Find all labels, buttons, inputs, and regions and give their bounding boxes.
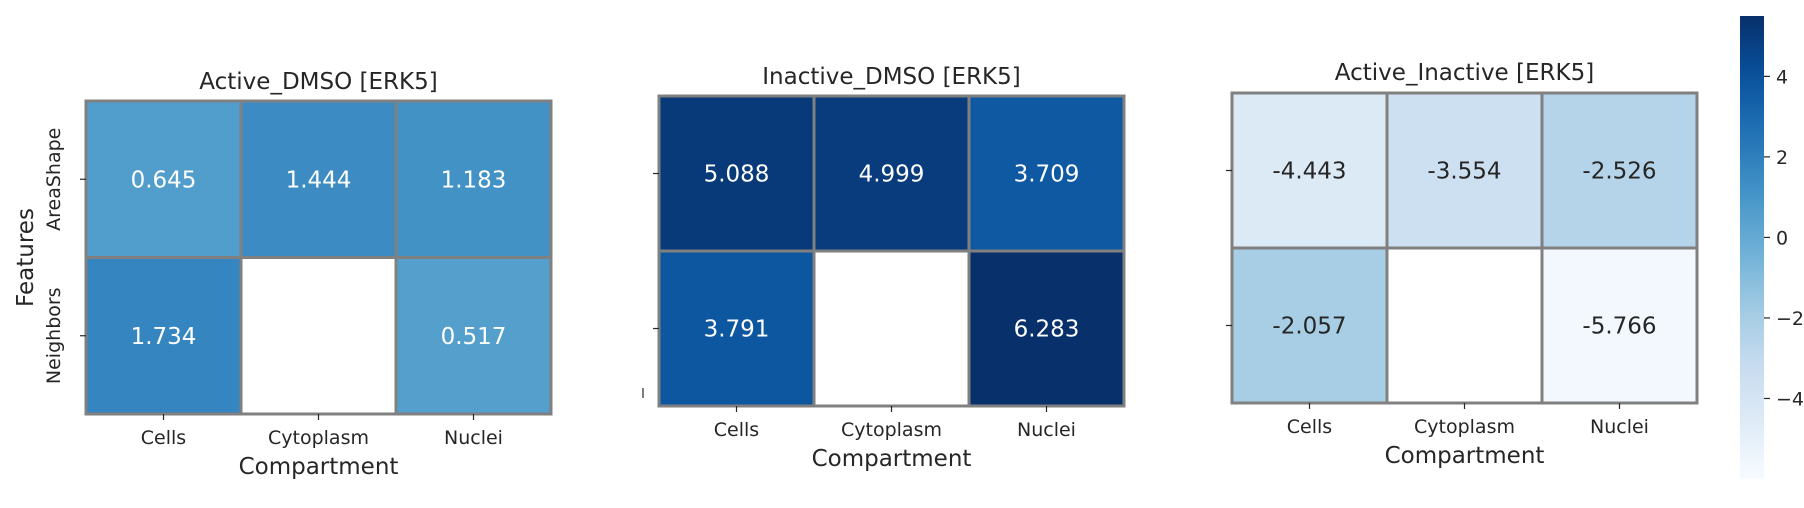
x-tick-label: Cytoplasm bbox=[268, 427, 369, 449]
x-tick-label: Nuclei bbox=[444, 427, 503, 449]
heatmap-cell bbox=[1540, 246, 1699, 405]
cell-value-label: -2.057 bbox=[1272, 314, 1346, 340]
y-axis-label: Features bbox=[13, 208, 39, 307]
heatmap-panel-1: 0.645 1.444 1.183 1.734 0.517 Active_DMSO [ER… bbox=[13, 69, 553, 480]
x-tick-label: Cells bbox=[714, 419, 759, 441]
heatmap-cell bbox=[812, 94, 971, 253]
heatmap-cell bbox=[394, 99, 553, 259]
heatmap-cell bbox=[812, 249, 971, 408]
x-tick-label: Cytoplasm bbox=[1414, 416, 1515, 438]
heatmap-cell bbox=[657, 249, 816, 408]
heatmap-cell bbox=[1230, 246, 1389, 405]
x-tick-label: Nuclei bbox=[1590, 416, 1649, 438]
heatmap-cell bbox=[967, 249, 1126, 408]
x-axis-label: Compartment bbox=[1385, 443, 1545, 469]
heatmap-cell bbox=[239, 256, 398, 416]
colorbar-tick-label: 0 bbox=[1776, 227, 1788, 249]
cell-value-label: 5.088 bbox=[704, 162, 770, 188]
heatmap-panel-2: 5.088 4.999 3.709 3.791 6.283 Inactive_DMSO [… bbox=[653, 64, 1126, 472]
heatmap-cell bbox=[84, 99, 243, 259]
x-tick-label: Cells bbox=[141, 427, 186, 449]
panel-title: Inactive_DMSO [ERK5] bbox=[762, 64, 1021, 90]
x-tick-label: Cells bbox=[1287, 416, 1332, 438]
y-tick-label: AreaShape bbox=[43, 128, 65, 231]
heatmap-cell bbox=[1385, 91, 1544, 250]
colorbar-tick-label: −2 bbox=[1776, 308, 1804, 330]
cell-value-label: -3.554 bbox=[1427, 159, 1501, 185]
cell-value-label: 3.791 bbox=[704, 317, 770, 343]
cell-value-label: 1.183 bbox=[441, 167, 507, 193]
cell-value-label: 1.444 bbox=[286, 167, 352, 193]
panel-title: Active_DMSO [ERK5] bbox=[199, 69, 437, 95]
y-tick-label: Neighbors bbox=[43, 287, 65, 384]
colorbar-tick-label: 4 bbox=[1776, 66, 1788, 88]
colorbar-tick-label: −4 bbox=[1776, 388, 1804, 410]
cell-value-label: 1.734 bbox=[131, 324, 197, 350]
panel-title: Active_Inactive [ERK5] bbox=[1335, 60, 1594, 86]
x-tick-label: Cytoplasm bbox=[841, 419, 942, 441]
cell-value-label: 0.645 bbox=[131, 167, 197, 193]
heatmap-cell bbox=[1385, 246, 1544, 405]
heatmap-cell bbox=[967, 94, 1126, 253]
x-axis-label: Compartment bbox=[239, 454, 399, 480]
heatmap-panel-3: -4.443 -3.554 -2.526 -2.057 -5.766 Active_Ina… bbox=[1226, 60, 1699, 469]
colorbar-tick-label: 2 bbox=[1776, 147, 1788, 169]
colorbar-fill bbox=[1740, 16, 1764, 479]
cell-value-label: -2.526 bbox=[1582, 159, 1656, 185]
cell-value-label: -5.766 bbox=[1582, 314, 1656, 340]
cell-value-label: 0.517 bbox=[441, 324, 507, 350]
cell-value-label: 4.999 bbox=[859, 162, 925, 188]
cell-value-label: 3.709 bbox=[1014, 162, 1080, 188]
x-tick-label: Nuclei bbox=[1017, 419, 1076, 441]
heatmap-cell bbox=[239, 99, 398, 259]
heatmap-cell bbox=[1540, 91, 1699, 250]
cell-value-label: 6.283 bbox=[1014, 317, 1080, 343]
x-axis-label: Compartment bbox=[812, 446, 972, 472]
colorbar: 4 2 0 −2 −4 bbox=[1740, 16, 1804, 479]
cell-value-label: -4.443 bbox=[1272, 159, 1346, 185]
